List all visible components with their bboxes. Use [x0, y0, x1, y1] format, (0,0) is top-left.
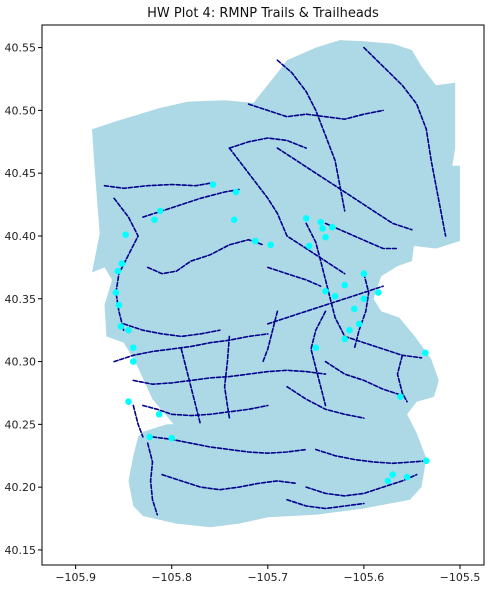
trailhead-point-20 — [360, 295, 368, 303]
trailhead-point-41 — [389, 471, 397, 478]
trailhead-point-5 — [122, 231, 129, 238]
trail-line-29 — [353, 272, 370, 350]
trailhead-point-15 — [114, 267, 122, 275]
trailhead-point-9 — [317, 218, 325, 226]
x-axis: −105.9 −105.8 −105.7 −105.6 −105.5 — [55, 565, 480, 584]
trail-line-32 — [132, 404, 144, 438]
trailhead-point-17 — [341, 281, 349, 289]
trail-line-14 — [132, 369, 327, 386]
trail-line-30 — [324, 222, 399, 250]
trailhead-point-14 — [118, 260, 126, 267]
trail-line-28 — [396, 354, 408, 403]
trailhead-point-21 — [375, 289, 382, 296]
y-tick-label-3: 40.30 — [5, 356, 37, 369]
trail-line-21 — [286, 385, 365, 419]
trailhead-point-38 — [168, 434, 175, 442]
y-tick-label-8: 40.55 — [5, 42, 37, 55]
trail-line-20 — [324, 360, 404, 397]
trail-line-15 — [142, 404, 269, 417]
trail-line-24 — [161, 473, 298, 491]
trail-line-25 — [315, 448, 428, 465]
trailhead-point-28 — [351, 305, 358, 313]
trailhead-point-10 — [328, 223, 336, 231]
trail-line-31 — [267, 266, 322, 287]
axes-frame — [41, 24, 485, 566]
trailhead-point-1 — [232, 188, 240, 196]
trail-line-26 — [305, 473, 418, 497]
trail-line-22 — [151, 436, 307, 455]
trailhead-point-0 — [209, 181, 217, 188]
trailhead-point-25 — [125, 326, 132, 334]
trailhead-point-26 — [130, 344, 137, 352]
trailhead-point-42 — [384, 477, 392, 485]
x-tick-label-0: −105.9 — [55, 571, 96, 584]
trail-line-7 — [363, 46, 447, 237]
y-tick-label-1: 40.20 — [5, 481, 37, 494]
trail-line-11 — [267, 285, 384, 325]
trail-line-2 — [142, 188, 240, 218]
trailhead-point-6 — [252, 237, 259, 245]
trailhead-point-24 — [117, 323, 125, 330]
trailhead-point-7 — [267, 241, 275, 249]
trailhead-point-8 — [302, 215, 310, 222]
y-tick-label-5: 40.40 — [5, 230, 37, 243]
trail-line-0 — [103, 182, 211, 190]
trail-line-23 — [146, 442, 159, 516]
x-tick-label-2: −105.7 — [247, 571, 288, 584]
chart-title: HW Plot 4: RMNP Trails & Trailheads — [147, 6, 379, 21]
y-tick-label-0: 40.15 — [5, 544, 37, 557]
trailhead-point-36 — [155, 411, 163, 418]
trailhead-point-2 — [156, 207, 164, 215]
trail-line-12 — [113, 333, 269, 363]
park-boundary — [92, 40, 460, 528]
trailhead-point-30 — [346, 326, 353, 334]
y-tick-label-2: 40.25 — [5, 418, 37, 431]
trailhead-point-13 — [319, 225, 326, 232]
trailhead-point-22 — [112, 289, 120, 296]
trail-line-6 — [276, 59, 346, 212]
trailhead-point-16 — [360, 270, 368, 278]
trailhead-point-37 — [146, 433, 153, 441]
trailhead-point-32 — [312, 344, 320, 352]
trailhead-point-18 — [322, 287, 329, 295]
y-axis: 40.15 40.20 40.25 40.30 40.35 40.40 40.45 40.50… — [5, 42, 42, 557]
trail-line-17 — [223, 335, 231, 419]
trail-line-27 — [286, 498, 365, 510]
trail-line-9 — [228, 137, 307, 149]
trail-line-5 — [247, 103, 384, 121]
trail-line-13 — [122, 323, 221, 338]
y-tick-label-7: 40.50 — [5, 104, 37, 117]
trailhead-point-12 — [305, 242, 313, 250]
trail-line-16 — [180, 348, 202, 426]
trail-line-3 — [146, 238, 264, 275]
x-tick-label-4: −105.5 — [440, 571, 481, 584]
x-tick-label-1: −105.8 — [151, 571, 192, 584]
trailhead-point-40 — [403, 473, 411, 481]
trail-line-10 — [305, 222, 346, 338]
trailhead-point-4 — [230, 216, 238, 223]
trailhead-point-31 — [341, 335, 349, 343]
trailhead-point-35 — [125, 398, 132, 406]
y-tick-label-6: 40.45 — [5, 167, 37, 180]
trail-line-18 — [310, 310, 327, 407]
x-tick-label-3: −105.6 — [344, 571, 385, 584]
trailhead-point-23 — [115, 301, 123, 309]
trailhead-point-33 — [422, 349, 429, 357]
trailhead-point-39 — [423, 457, 430, 465]
y-tick-label-4: 40.35 — [5, 293, 37, 306]
trailhead-point-34 — [397, 393, 404, 401]
trailhead-point-11 — [322, 233, 329, 241]
trailhead-point-27 — [130, 358, 137, 365]
plot-area — [92, 40, 460, 528]
trailhead-point-3 — [151, 216, 158, 223]
trailhead-point-29 — [355, 320, 363, 328]
trailhead-point-19 — [331, 293, 339, 300]
trail-line-19 — [343, 335, 423, 359]
trail-line-8 — [276, 147, 413, 231]
trail-line-33 — [262, 310, 279, 363]
